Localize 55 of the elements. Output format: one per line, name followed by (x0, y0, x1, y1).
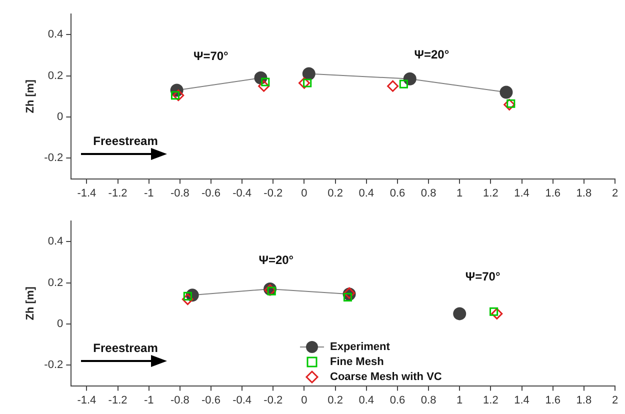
y-tick-label: 0.2 (48, 276, 64, 289)
x-tick-label: -0.2 (264, 394, 283, 406)
x-tick-label: 0 (301, 187, 308, 200)
x-tick-label: -0.4 (232, 394, 252, 406)
x-tick-label: -0.6 (202, 394, 220, 406)
x-tick-label: -0.8 (170, 394, 190, 406)
x-tick-label: 0.8 (420, 394, 436, 406)
y-tick-label: 0.2 (48, 70, 64, 82)
x-tick-label: 0.4 (358, 187, 374, 200)
x-tick-label: 1.6 (545, 187, 560, 200)
y-tick-label: 0 (57, 318, 64, 330)
annotation: Freestream (93, 341, 158, 356)
annotation: Freestream (93, 134, 158, 148)
x-tick-label: 0.6 (390, 394, 406, 406)
x-tick-label: 0 (301, 394, 308, 406)
legend-label: Fine Mesh (330, 356, 384, 368)
x-tick-label: -0.8 (170, 187, 190, 200)
x-tick-label: 1.2 (483, 394, 498, 406)
y-axis-title: Zh [m] (24, 79, 37, 114)
x-tick-label: 0.8 (420, 187, 436, 200)
annotation: Ψ=20° (414, 48, 450, 62)
x-tick-label: 1.2 (483, 187, 498, 200)
x-tick-label: -1.2 (108, 394, 128, 406)
x-tick-label: 0.4 (358, 394, 374, 406)
x-tick-label: -1 (144, 187, 154, 200)
x-tick-label: 0.2 (328, 394, 343, 406)
x-tick-label: 1 (456, 394, 463, 406)
annotation: Ψ=70° (465, 269, 500, 284)
annotation: Ψ=20° (258, 252, 294, 267)
x-tick-label: -1 (144, 394, 154, 406)
x-tick-label: 2 (612, 187, 618, 200)
x-tick-label: -0.2 (264, 187, 283, 200)
x-tick-label: 1.6 (545, 394, 560, 406)
x-tick-label: 0.2 (328, 187, 343, 200)
x-tick-label: -1.4 (77, 394, 96, 406)
x-tick-label: -1.2 (108, 187, 128, 200)
x-tick-label: 0.6 (390, 187, 406, 200)
y-axis-title: Zh [m] (24, 286, 37, 320)
x-tick-label: 1 (456, 187, 463, 200)
x-tick-label: -0.4 (232, 187, 252, 200)
x-tick-label: 1.8 (576, 187, 592, 200)
x-tick-label: -1.4 (77, 187, 96, 200)
y-tick-label: -0.2 (44, 152, 64, 164)
y-tick-label: -0.2 (44, 359, 64, 372)
legend-label: Coarse Mesh with VC (330, 370, 442, 382)
x-tick-label: 1.4 (514, 187, 530, 200)
x-tick-label: 2 (612, 394, 618, 406)
x-tick-label: 1.4 (514, 394, 530, 406)
x-tick-label: 1.8 (576, 394, 592, 406)
y-tick-label: 0.4 (48, 236, 64, 248)
legend-label: Experiment (330, 340, 390, 352)
y-tick-label: 0 (57, 111, 64, 124)
annotation: Ψ=70° (193, 49, 229, 64)
y-tick-label: 0.4 (48, 28, 64, 41)
x-tick-label: -0.6 (202, 187, 220, 200)
